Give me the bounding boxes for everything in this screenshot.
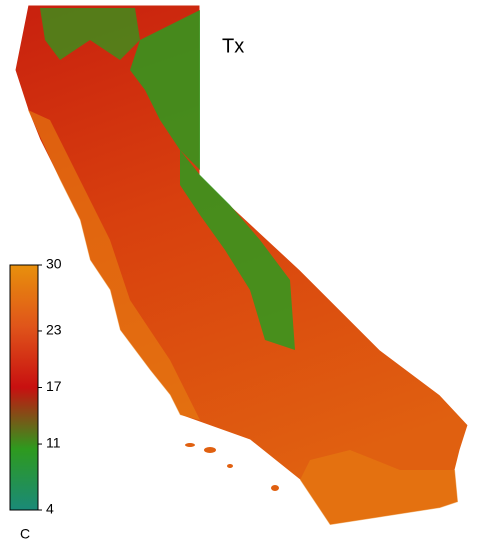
colorbar-tick-label: 23 <box>46 322 62 338</box>
colorbar-tick-label: 4 <box>46 501 54 517</box>
sierra-nevada <box>180 150 295 350</box>
colorbar-tick-label: 30 <box>46 256 62 272</box>
colorbar-tick-label: 11 <box>46 435 61 451</box>
map-title: Tx <box>222 35 244 57</box>
islands <box>185 443 279 491</box>
colorbar-unit: C <box>20 526 30 542</box>
north-mountains <box>40 8 140 60</box>
south-warm <box>300 450 458 525</box>
coast-warm <box>28 110 200 420</box>
colorbar-tick-label: 17 <box>46 378 62 394</box>
northeast-plateau <box>130 10 200 170</box>
colorbar <box>9 264 39 511</box>
